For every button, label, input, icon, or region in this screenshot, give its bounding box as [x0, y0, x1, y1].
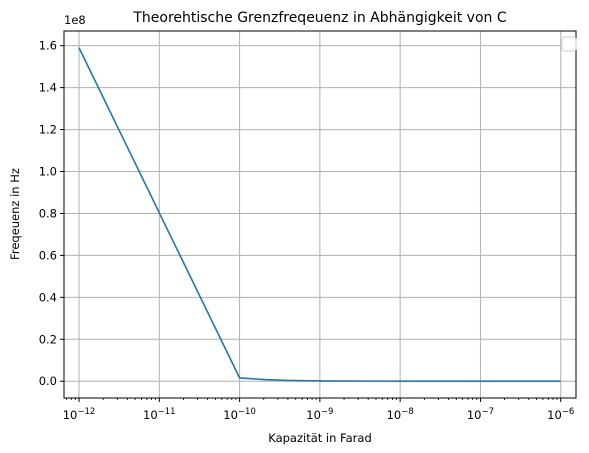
chart-title: Theorehtische Grenzfreqeuenz in Abhängig…: [132, 10, 507, 26]
y-tick-label: 1.0: [39, 165, 57, 179]
x-tick-label: 10−9: [306, 407, 333, 422]
y-tick-label: 0.2: [39, 332, 57, 346]
y-axis-label: Freqeuenz in Hz: [8, 168, 22, 260]
legend-box: [561, 36, 577, 52]
y-tick-label: 1.4: [39, 81, 57, 95]
y-tick-label: 0.8: [39, 206, 57, 220]
series-line: [78, 47, 561, 383]
y-tick-label: 0.4: [39, 290, 57, 304]
x-tick-label: 10−11: [143, 407, 176, 422]
y-tick-label: 0.0: [39, 374, 57, 388]
y-tick-label: 1.6: [39, 39, 57, 53]
series-layer: [78, 47, 561, 383]
grid: [64, 31, 576, 398]
y-tick-label: 1.2: [39, 123, 57, 137]
x-axis-label: Kapazität in Farad: [268, 431, 372, 445]
x-tick-label: 10−12: [63, 407, 96, 422]
x-tick-label: 10−7: [467, 407, 494, 422]
x-tick-label: 10−10: [223, 407, 256, 422]
x-tick-label: 10−8: [387, 407, 414, 422]
ticks: 10−12 10−11 10−10 10−9 10−8 10−7 10−6 0.0 0.2 0.4…: [39, 39, 575, 422]
y-axis-multiplier: 1e8: [64, 13, 86, 27]
y-tick-label: 0.6: [39, 248, 57, 262]
x-tick-label: 10−6: [547, 407, 574, 422]
